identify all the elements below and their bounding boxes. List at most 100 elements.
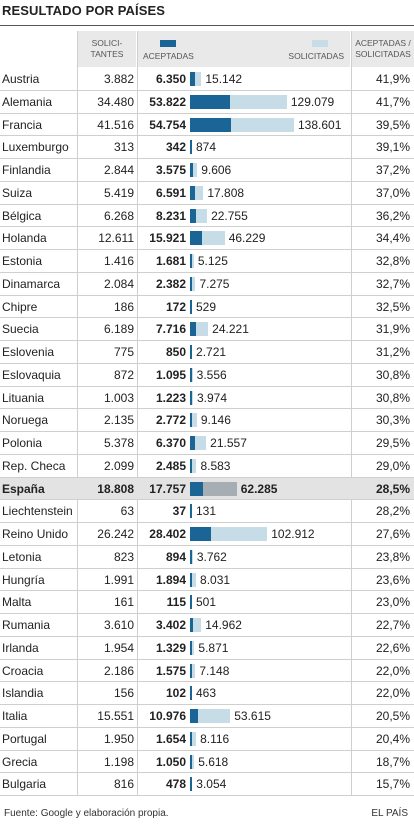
ratio-value: 23,8% [375, 549, 410, 564]
ratio-value: 23,0% [375, 595, 410, 610]
bar-aceptadas [190, 276, 192, 291]
country-name: Liechtenstein [2, 504, 73, 519]
aceptadas-value: 850 [165, 345, 186, 359]
table-row: Croacia 2.186 1.575 7.148 22,0% [0, 660, 414, 683]
solicitantes-value: 2.844 [103, 163, 134, 177]
country-name: Hungría [2, 572, 45, 587]
country-name: Chipre [2, 299, 38, 314]
country-name: Rumania [2, 618, 51, 632]
bar-aceptadas [190, 777, 192, 792]
ratio-value: 23,6% [375, 572, 410, 587]
country-name: Eslovenia [2, 345, 55, 359]
bar-aceptadas [190, 72, 195, 86]
table-row: Liechtenstein 63 37 131 28,2% [0, 500, 414, 523]
country-name: Croacia [2, 663, 44, 678]
aceptadas-value: 2.485 [155, 458, 186, 473]
solicitantes-value: 872 [113, 367, 134, 382]
aceptadas-value: 8.231 [155, 208, 186, 223]
table-row: Italia 15.551 10.976 53.615 20,5% [0, 705, 414, 728]
aceptadas-value: 3.575 [155, 163, 186, 177]
solicitantes-value: 41.516 [97, 117, 134, 132]
bar-solicitadas [190, 413, 197, 428]
country-name: Estonia [2, 254, 43, 268]
table-row: Suiza 5.419 6.591 17.808 37,0% [0, 182, 414, 205]
aceptadas-value: 3.402 [155, 618, 186, 632]
aceptadas-value: 7.716 [155, 322, 186, 337]
table-row: Finlandia 2.844 3.575 9.606 37,2% [0, 159, 414, 182]
table-row: Lituania 1.003 1.223 3.974 30,8% [0, 387, 414, 410]
table-row: Letonia 823 894 3.762 23,8% [0, 546, 414, 569]
bar-aceptadas [190, 299, 192, 314]
country-name: Holanda [2, 231, 47, 246]
country-name: Noruega [2, 413, 49, 428]
table-row: Suecia 6.189 7.716 24.221 31,9% [0, 318, 414, 341]
header-solicitantes-line2: TANTES [90, 49, 124, 59]
ratio-value: 31,2% [375, 345, 410, 359]
table-body: Austria 3.882 6.350 15.142 41,9% Alemania 34.4… [0, 68, 414, 796]
bar-solicitadas [190, 458, 197, 473]
table-row: Rumania 3.610 3.402 14.962 22,7% [0, 614, 414, 637]
solicitantes-value: 816 [113, 777, 134, 792]
table-row: Portugal 1.950 1.654 8.116 20,4% [0, 728, 414, 751]
solicitadas-value: 874 [196, 140, 217, 155]
bar-aceptadas [190, 140, 192, 155]
header-solicitantes-line1: SOLICI- [91, 38, 123, 48]
aceptadas-value: 342 [165, 140, 186, 155]
country-name: Suiza [2, 185, 33, 200]
ratio-value: 22,0% [375, 686, 410, 701]
column-separator [351, 31, 352, 796]
bar-aceptadas [190, 345, 192, 359]
aceptadas-value: 1.329 [155, 640, 186, 655]
column-separator [137, 31, 138, 796]
solicitadas-value: 7.275 [199, 276, 230, 291]
bar-solicitadas [190, 709, 231, 723]
bar-aceptadas [190, 231, 202, 246]
bar-aceptadas [190, 709, 199, 723]
bar-aceptadas [190, 481, 204, 496]
bar-aceptadas [190, 163, 193, 177]
ratio-value: 22,7% [375, 618, 410, 632]
aceptadas-value: 1.894 [155, 572, 186, 587]
ratio-value: 34,4% [375, 231, 410, 246]
bar-aceptadas [190, 663, 192, 678]
ratio-value: 30,3% [375, 413, 410, 428]
table-row: Rep. Checa 2.099 2.485 8.583 29,0% [0, 455, 414, 478]
solicitantes-value: 161 [113, 595, 134, 610]
ratio-value: 28,2% [375, 504, 410, 519]
solicitantes-value: 6.268 [103, 208, 134, 223]
ratio-value: 30,8% [375, 367, 410, 382]
bar-aceptadas [190, 618, 193, 632]
bar-aceptadas [190, 254, 192, 268]
legend-label-solicitadas: SOLICITADAS [288, 51, 344, 61]
header-ratio-line2: SOLICITADAS [355, 49, 411, 59]
country-name: Dinamarca [2, 276, 61, 291]
solicitadas-value: 529 [196, 299, 217, 314]
solicitadas-value: 46.229 [228, 231, 266, 246]
legend-swatch-solicitadas [312, 40, 328, 47]
solicitadas-value: 3.054 [196, 777, 227, 792]
solicitadas-value: 22.755 [211, 208, 248, 223]
bar-aceptadas [190, 436, 195, 450]
solicitantes-value: 3.610 [103, 618, 134, 632]
solicitadas-value: 3.974 [196, 390, 227, 405]
table-row: Estonia 1.416 1.681 5.125 32,8% [0, 250, 414, 273]
solicitadas-value: 53.615 [234, 709, 271, 723]
solicitadas-value: 62.285 [240, 481, 278, 496]
country-name: Alemania [2, 94, 53, 109]
aceptadas-value: 1.575 [155, 663, 186, 678]
column-separator [77, 31, 78, 796]
bar-solicitadas [190, 572, 197, 587]
table-row: Bélgica 6.268 8.231 22.755 36,2% [0, 205, 414, 228]
solicitadas-value: 3.762 [196, 549, 227, 564]
solicitadas-value: 21.557 [210, 436, 247, 450]
aceptadas-value: 1.095 [155, 367, 186, 382]
table-row: Grecia 1.198 1.050 5.618 18,7% [0, 751, 414, 774]
bar-aceptadas [190, 527, 212, 541]
country-name: Austria [2, 72, 40, 86]
country-name: Portugal [2, 731, 47, 746]
legend-label-aceptadas: ACEPTADAS [143, 51, 194, 61]
aceptadas-value: 172 [165, 299, 186, 314]
solicitantes-value: 26.242 [97, 527, 134, 541]
ratio-value: 18,7% [375, 754, 410, 769]
bar-aceptadas [190, 549, 192, 564]
